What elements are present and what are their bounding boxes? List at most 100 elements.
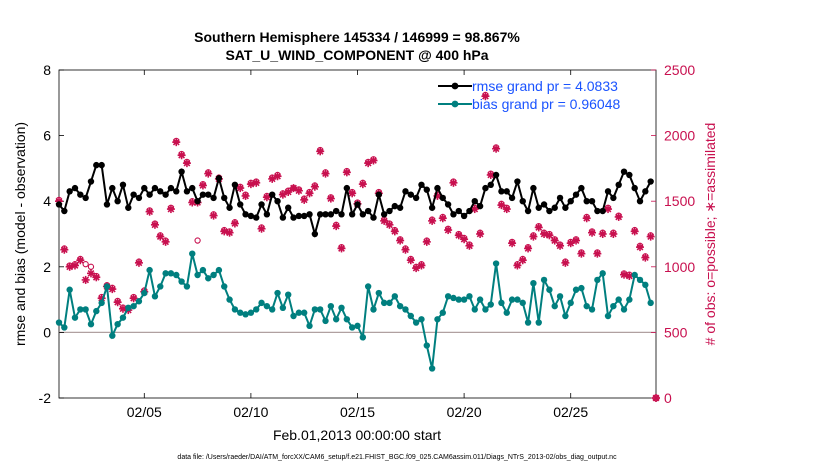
obs-assimilated-marker bbox=[652, 394, 660, 402]
bias-point bbox=[231, 306, 239, 313]
obs-assimilated-marker bbox=[444, 226, 453, 235]
obs-assimilated-marker bbox=[310, 182, 319, 191]
bias-point bbox=[300, 309, 308, 316]
rmse-point bbox=[439, 194, 446, 202]
bias-point bbox=[135, 298, 143, 305]
obs-assimilated-marker bbox=[76, 256, 85, 265]
chart-title-line2: SAT_U_WIND_COMPONENT @ 400 hPa bbox=[225, 47, 488, 63]
obs-assimilated-marker bbox=[92, 273, 101, 282]
rmse-point bbox=[562, 204, 569, 211]
rmse-point bbox=[466, 207, 473, 215]
rmse-point bbox=[615, 181, 622, 188]
obs-assimilated-marker bbox=[358, 180, 367, 189]
y-axis-left-label: rmse and bias (model - observation) bbox=[12, 122, 28, 346]
bias-point bbox=[375, 289, 383, 297]
bias-point bbox=[519, 299, 526, 307]
rmse-point bbox=[402, 188, 409, 195]
bias-point bbox=[189, 250, 196, 257]
obs-assimilated-marker bbox=[81, 275, 90, 284]
legend-marker-bias bbox=[451, 100, 459, 108]
y-right-tick-label: 500 bbox=[664, 324, 688, 340]
rmse-point bbox=[375, 191, 383, 198]
obs-assimilated-marker bbox=[582, 214, 591, 223]
bias-point bbox=[418, 316, 425, 323]
bias-point bbox=[61, 324, 68, 331]
rmse-point bbox=[332, 207, 340, 215]
obs-assimilated-marker bbox=[348, 189, 357, 198]
bias-point bbox=[391, 293, 399, 300]
obs-assimilated-marker bbox=[337, 244, 346, 253]
obs-assimilated-marker bbox=[198, 181, 207, 190]
bias-point bbox=[364, 283, 372, 290]
rmse-point bbox=[55, 201, 63, 208]
rmse-point bbox=[253, 214, 260, 221]
bias-point bbox=[599, 270, 606, 277]
obs-assimilated-marker bbox=[134, 258, 143, 267]
rmse-point bbox=[338, 211, 345, 218]
y-right-tick-label: 1500 bbox=[664, 193, 695, 209]
bias-point bbox=[322, 317, 329, 325]
rmse-point bbox=[412, 194, 420, 202]
obs-assimilated-marker bbox=[113, 298, 122, 307]
rmse-point bbox=[61, 207, 68, 215]
bias-point bbox=[604, 312, 612, 320]
obs-assimilated-marker bbox=[604, 205, 613, 214]
bias-point bbox=[205, 275, 212, 282]
bias-point bbox=[444, 293, 452, 300]
obs-assimilated-marker bbox=[252, 178, 261, 187]
bias-point bbox=[237, 309, 244, 316]
obs-assimilated-marker bbox=[534, 223, 543, 232]
rmse-point bbox=[316, 211, 324, 218]
rmse-point bbox=[258, 201, 265, 208]
obs-assimilated-marker bbox=[262, 193, 271, 202]
bias-point bbox=[487, 301, 494, 308]
rmse-point bbox=[450, 211, 457, 218]
bias-point bbox=[508, 296, 516, 303]
bias-point bbox=[98, 299, 105, 307]
obs-assimilated-marker bbox=[646, 232, 655, 241]
bias-point bbox=[434, 316, 441, 323]
obs-assimilated-marker bbox=[422, 237, 431, 246]
bias-point bbox=[540, 276, 548, 284]
rmse-point bbox=[263, 211, 271, 218]
obs-assimilated-marker bbox=[316, 147, 325, 156]
rmse-point bbox=[141, 184, 148, 192]
bias-point bbox=[183, 283, 191, 290]
bias-point bbox=[146, 266, 153, 274]
bias-point bbox=[631, 271, 638, 279]
obs-assimilated-marker bbox=[401, 245, 410, 254]
legend-entry-rmse: rmse grand pr = 4.0833 bbox=[472, 78, 618, 94]
rmse-point bbox=[524, 207, 532, 215]
obs-assimilated-marker bbox=[518, 256, 527, 265]
bias-point bbox=[482, 306, 489, 313]
chart-title-line1: Southern Hemisphere 145334 / 146999 = 98… bbox=[194, 29, 520, 45]
bias-point bbox=[386, 299, 393, 307]
rmse-point bbox=[189, 184, 196, 192]
rmse-point bbox=[514, 178, 521, 185]
rmse-point bbox=[583, 198, 590, 205]
rmse-point bbox=[551, 204, 558, 211]
bias-point bbox=[556, 293, 564, 300]
bias-point bbox=[285, 291, 292, 298]
y-left-tick-label: 6 bbox=[43, 128, 51, 144]
rmse-point bbox=[370, 214, 377, 221]
obs-assimilated-marker bbox=[556, 241, 565, 250]
rmse-point bbox=[269, 191, 276, 198]
bias-point bbox=[396, 302, 404, 310]
obs-assimilated-marker bbox=[641, 253, 650, 262]
rmse-point bbox=[636, 198, 644, 205]
rmse-point bbox=[285, 204, 292, 211]
obs-assimilated-marker bbox=[550, 236, 559, 245]
bias-point bbox=[77, 306, 84, 313]
rmse-point bbox=[103, 201, 111, 208]
rmse-point bbox=[322, 211, 329, 218]
rmse-point bbox=[300, 212, 308, 220]
rmse-point bbox=[487, 181, 494, 188]
rmse-point bbox=[423, 186, 430, 193]
rmse-point bbox=[109, 184, 116, 192]
obs-assimilated-marker bbox=[588, 228, 597, 237]
bias-point bbox=[194, 271, 201, 279]
bias-point bbox=[199, 266, 207, 274]
rmse-point bbox=[503, 188, 510, 195]
